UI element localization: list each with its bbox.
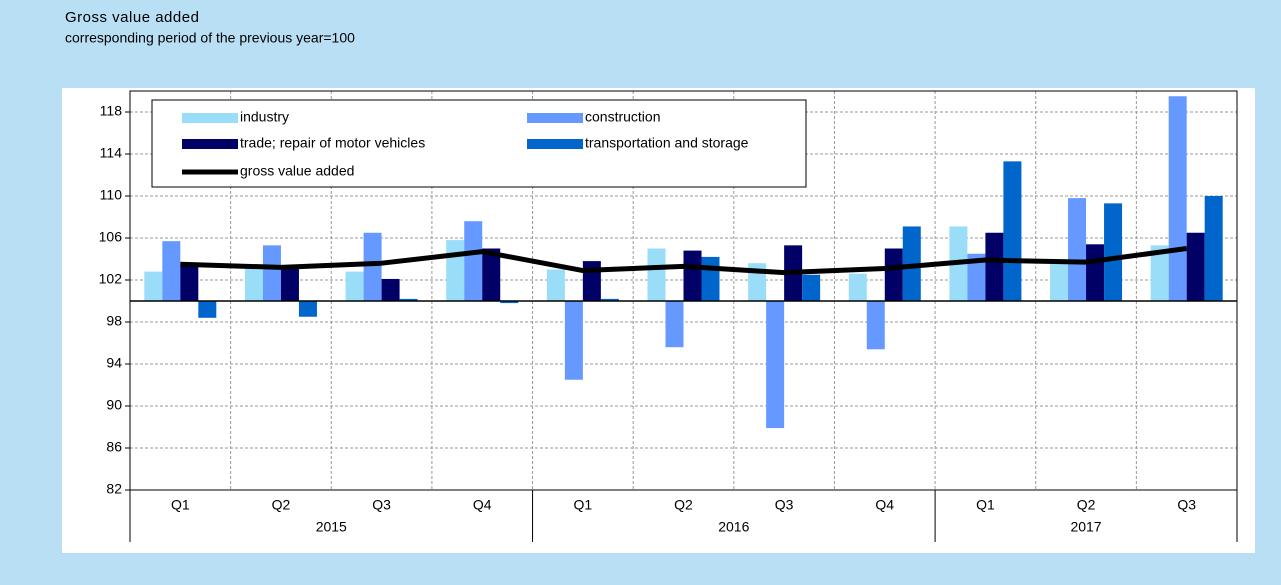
chart-subtitle: corresponding period of the previous yea… xyxy=(65,30,355,46)
bar xyxy=(1204,196,1223,301)
bar xyxy=(546,269,565,301)
chart-title: Gross value added xyxy=(65,9,199,26)
y-tick-label: 86 xyxy=(106,439,122,455)
legend-swatch xyxy=(527,139,583,149)
axes: 82 86 90 94 98 102 106 110 114 118 Q1 Q2 Q3 Q4 2015 Q1 Q… xyxy=(99,90,1238,542)
bar xyxy=(766,301,785,429)
x-tick-label: Q4 xyxy=(875,497,894,513)
y-tick-label: 106 xyxy=(99,229,123,245)
marks xyxy=(144,96,1223,429)
year-label: 2016 xyxy=(718,519,749,535)
x-tick-label: Q2 xyxy=(1077,497,1096,513)
y-tick-label: 82 xyxy=(106,481,122,497)
bar xyxy=(1168,96,1187,301)
bar xyxy=(345,271,364,301)
x-tick-label: Q3 xyxy=(372,497,391,513)
bar xyxy=(198,301,217,318)
y-tick-label: 118 xyxy=(100,103,123,119)
year-label: 2017 xyxy=(1070,519,1101,535)
bar xyxy=(1186,232,1205,301)
bar xyxy=(1086,244,1105,301)
bar xyxy=(1068,198,1087,301)
bar xyxy=(1003,161,1022,301)
bar xyxy=(665,301,684,348)
bar xyxy=(162,241,181,301)
legend-label: gross value added xyxy=(240,163,354,179)
bar xyxy=(582,261,601,301)
bar xyxy=(683,250,702,301)
bar xyxy=(144,271,163,301)
bar xyxy=(1050,262,1069,301)
legend-swatch xyxy=(182,113,238,123)
bar xyxy=(564,301,583,380)
bar xyxy=(298,301,317,317)
y-tick-label: 98 xyxy=(106,313,122,329)
x-tick-label: Q1 xyxy=(574,497,593,513)
legend-label: transportation and storage xyxy=(585,135,749,151)
bar xyxy=(866,301,885,350)
legend: industry construction trade; repair of mot… xyxy=(151,99,807,188)
legend-label: construction xyxy=(585,109,660,125)
bar xyxy=(884,248,903,301)
bar xyxy=(1150,245,1169,301)
x-tick-label: Q3 xyxy=(1177,497,1196,513)
year-label: 2015 xyxy=(316,519,347,535)
legend-label: industry xyxy=(240,109,289,125)
x-tick-label: Q2 xyxy=(674,497,693,513)
legend-box xyxy=(151,99,807,188)
legend-swatch xyxy=(527,113,583,123)
bar xyxy=(647,248,666,301)
x-tick-label: Q1 xyxy=(171,497,190,513)
line-series xyxy=(180,246,1188,276)
y-tick-label: 94 xyxy=(106,355,122,371)
bar xyxy=(464,221,483,301)
bar xyxy=(500,301,519,304)
x-tick-label: Q3 xyxy=(775,497,794,513)
bar xyxy=(848,273,867,301)
y-tick-label: 114 xyxy=(100,145,123,161)
bar xyxy=(280,267,299,301)
bar xyxy=(399,298,418,301)
x-tick-label: Q1 xyxy=(976,497,995,513)
y-tick-label: 102 xyxy=(99,271,123,287)
bar xyxy=(381,278,400,301)
bar xyxy=(802,274,821,301)
bar xyxy=(967,253,986,301)
legend-label: trade; repair of motor vehicles xyxy=(240,135,425,151)
legend-swatch xyxy=(182,139,238,149)
bar xyxy=(600,298,619,301)
bar xyxy=(985,232,1004,301)
y-tick-label: 110 xyxy=(100,187,123,203)
plot-border xyxy=(129,90,1238,491)
bar xyxy=(262,245,281,301)
bar xyxy=(446,240,465,301)
bar xyxy=(363,232,382,301)
bar xyxy=(482,248,501,301)
bar xyxy=(244,266,263,301)
bar xyxy=(1104,203,1123,301)
y-tick-label: 90 xyxy=(106,397,122,413)
bar xyxy=(701,256,720,301)
x-tick-label: Q2 xyxy=(272,497,291,513)
x-tick-label: Q4 xyxy=(473,497,492,513)
bar xyxy=(180,266,199,301)
